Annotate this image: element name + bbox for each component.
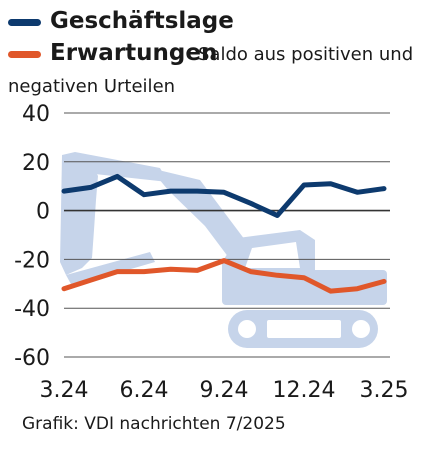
legend-label-business: Geschäftslage: [50, 8, 234, 34]
legend-label-expectations: Erwartungen: [50, 40, 218, 66]
source-note: Grafik: VDI nachrichten 7/2025: [22, 414, 286, 434]
x-tick-label: 3.24: [40, 378, 89, 403]
legend-note-line1: Saldo aus positiven und: [198, 44, 414, 65]
series-line-business: [61, 173, 387, 218]
y-tick-label: 0: [36, 200, 50, 225]
x-tick-label: 6.24: [120, 378, 169, 403]
series-lines: [61, 173, 387, 294]
y-tick-label: -60: [14, 346, 50, 371]
x-tick-label: 12.24: [273, 378, 336, 403]
legend-note-line2: negativen Urteilen: [8, 76, 176, 97]
x-tick-label: 9.24: [200, 378, 249, 403]
grid: [64, 112, 390, 358]
legend-swatch-expectations: [8, 51, 41, 58]
y-tick-label: -20: [14, 248, 50, 273]
x-axis: 3.24 6.24 9.24 12.24 3.25: [40, 378, 409, 403]
x-tick-label: 3.25: [360, 378, 409, 403]
y-tick-label: 20: [22, 151, 50, 176]
legend-swatch-business: [8, 19, 41, 26]
y-axis: 40 20 0 -20 -40 -60: [14, 102, 50, 371]
y-tick-label: 40: [22, 102, 50, 127]
y-tick-label: -40: [14, 297, 50, 322]
excavator-details: [238, 242, 370, 338]
